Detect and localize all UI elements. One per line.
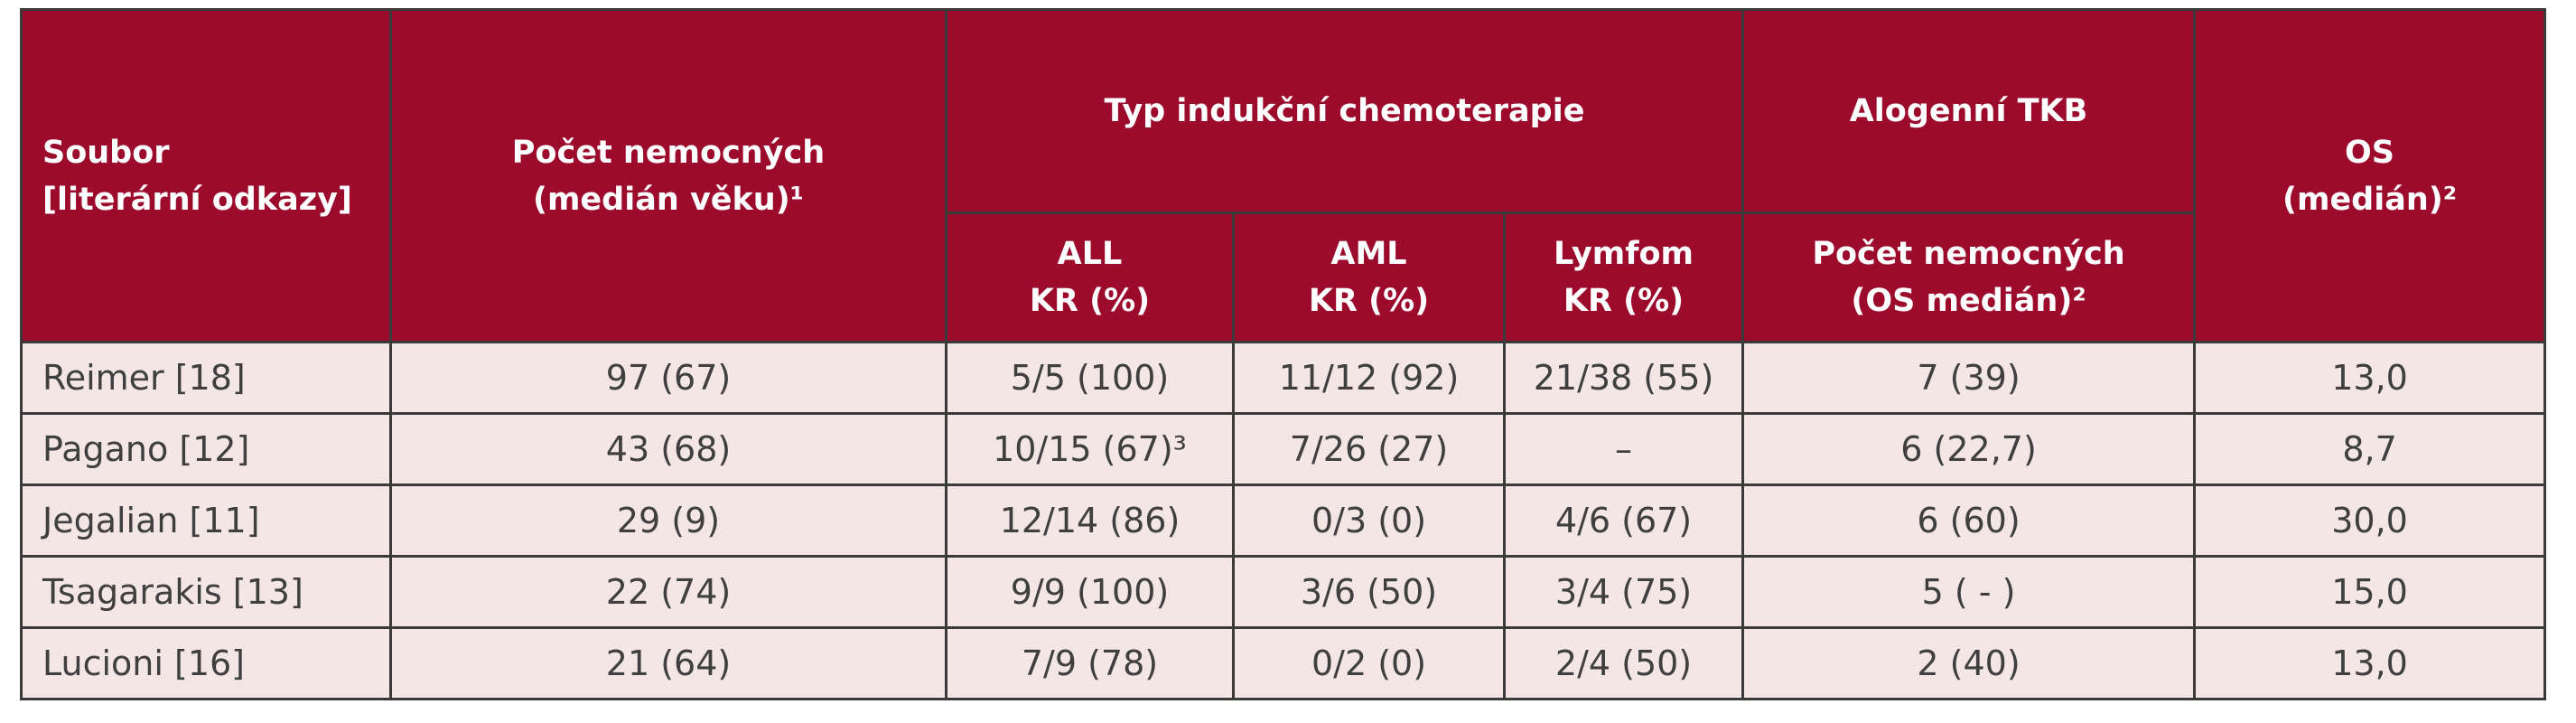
table-cell: 29 (9) [389,484,947,558]
header-text: (medián)² [2282,181,2458,218]
table-row: Pagano [12] 43 (68) 10/15 (67)³ 7/26 (27) –6… [20,412,2547,486]
data-table: Soubor [literární odkazy] Počet nemocných… [20,8,2547,700]
table-cell: Reimer [18] [20,341,392,415]
table-cell: 8,7 [2193,412,2547,486]
header-text: [literární odkazy] [42,181,352,218]
header-text: Počet nemocných [1812,236,2125,272]
header-text: Počet nemocných [511,134,826,171]
table-cell: Tsagarakis [13] [20,555,392,629]
table-cell: Jegalian [11] [20,484,392,558]
header-text: (medián věku)¹ [532,181,805,218]
table-cell: 97 (67) [389,341,947,415]
header-text: AML [1330,236,1407,272]
header-cell: Lymfom KR (%) [1502,211,1745,343]
table-cell: 4/6 (67) [1502,484,1745,558]
table-cell: 9/9 (100) [945,555,1235,629]
header-text: Soubor [42,134,170,171]
table-cell: 13,0 [2193,341,2547,415]
header-cell: Počet nemocných (medián věku)¹ [389,8,947,343]
header-cell: OS (medián)² [2193,8,2547,343]
table-cell: 12/14 (86) [945,484,1235,558]
table-cell: Pagano [12] [20,412,392,486]
header-cell: Alogenní TKB [1741,8,2197,214]
header-cell: Počet nemocných (OS medián)² [1741,211,2197,343]
table-cell: 11/12 (92) [1232,341,1506,415]
table-cell: 5 ( - ) [1741,555,2197,629]
table-cell: 43 (68) [389,412,947,486]
table-cell: 7 (39) [1741,341,2197,415]
table-row: Tsagarakis [13] 22 (74) 9/9 (100) 3/6 (50) 3… [20,555,2547,629]
table-cell: 21/38 (55) [1502,341,1745,415]
header-cell: AML KR (%) [1232,211,1506,343]
table-row: Reimer [18] 97 (67) 5/5 (100) 11/12 (92) 21/… [20,341,2547,415]
header-text: ALL [1057,236,1123,272]
table-cell: 21 (64) [389,626,947,700]
table-cell: 3/4 (75) [1502,555,1745,629]
table-body: Reimer [18] 97 (67) 5/5 (100) 11/12 (92) 21/… [20,341,2547,700]
table-cell: 7/26 (27) [1232,412,1506,486]
table-cell: 6 (22,7) [1741,412,2197,486]
table-cell: – [1502,412,1745,486]
table-cell: 2 (40) [1741,626,2197,700]
header-text: OS [2345,134,2395,171]
table-row: Jegalian [11] 29 (9) 12/14 (86) 0/3 (0) 4/6 … [20,484,2547,558]
table-cell: 2/4 (50) [1502,626,1745,700]
table-cell: 5/5 (100) [945,341,1235,415]
table-cell: 0/3 (0) [1232,484,1506,558]
table-cell: 6 (60) [1741,484,2197,558]
header-text: Lymfom [1554,236,1694,272]
header-text: KR (%) [1563,283,1685,319]
table-cell: 13,0 [2193,626,2547,700]
header-text: (OS medián)² [1851,283,2086,319]
table-cell: Lucioni [16] [20,626,392,700]
header-cell: Soubor [literární odkazy] [20,8,392,343]
table-cell: 10/15 (67)³ [945,412,1235,486]
table-cell: 30,0 [2193,484,2547,558]
table-row: Lucioni [16] 21 (64) 7/9 (78) 0/2 (0) 2/4 (5… [20,626,2547,700]
header-cell: Typ indukční chemoterapie [944,8,1745,214]
table-cell: 7/9 (78) [945,626,1235,700]
table-cell: 22 (74) [389,555,947,629]
header-text: KR (%) [1029,283,1151,319]
header-cell: ALL KR (%) [945,211,1235,343]
table-cell: 15,0 [2193,555,2547,629]
table-cell: 3/6 (50) [1232,555,1506,629]
header-text: KR (%) [1308,283,1430,319]
table-cell: 0/2 (0) [1232,626,1506,700]
